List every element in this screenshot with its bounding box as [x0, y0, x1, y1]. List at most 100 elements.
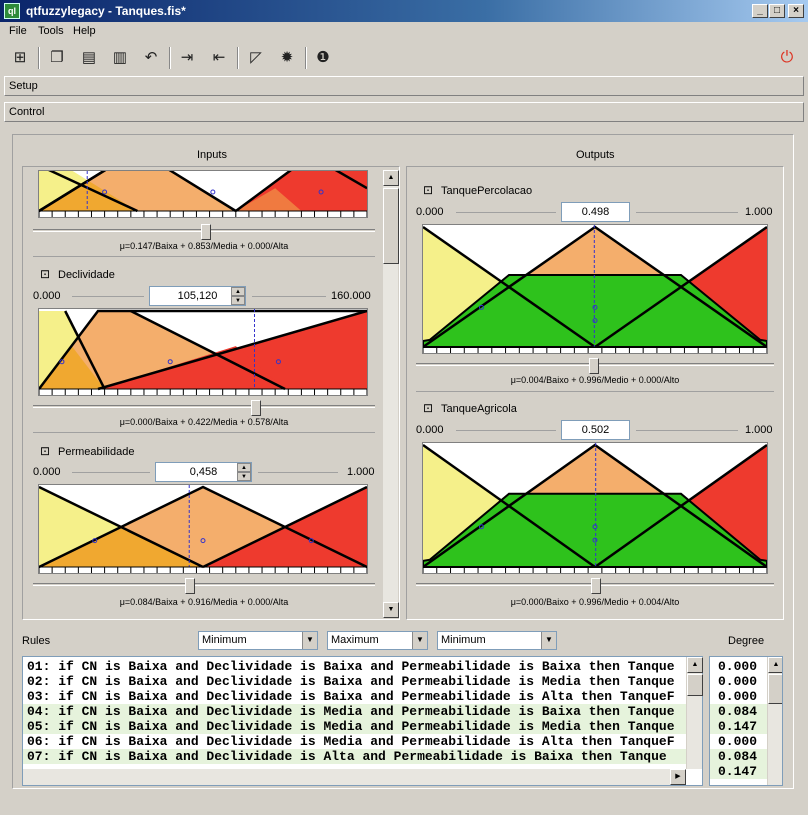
degree-scrollbar[interactable]: ▲	[767, 657, 782, 785]
declividade-set-2	[97, 309, 367, 391]
permeabilidade-slider[interactable]	[33, 578, 375, 594]
minimize-button[interactable]: _	[752, 4, 768, 18]
scroll-up-icon[interactable]: ▲	[383, 170, 399, 186]
rules-list[interactable]: 01: if CN is Baixa and Declividade is Ba…	[22, 656, 703, 786]
declividade-set-0	[39, 309, 367, 390]
declividade-max: 160.000	[331, 290, 371, 302]
setup-section[interactable]: Setup	[4, 76, 804, 96]
tanquepercolacao-slider	[416, 358, 774, 374]
tanqueagricola-set-2	[594, 443, 767, 569]
tanquepercolacao-centroid-2	[592, 318, 598, 324]
tanquepercolacao-membership-text: μ=0.004/Baixo + 0.996/Medio + 0.000/Alto	[510, 375, 680, 385]
close-button[interactable]: ×	[788, 4, 804, 18]
declividade-icon[interactable]: ⊡	[40, 267, 51, 281]
permeabilidade-membership-text: μ=0.084/Baixa + 0.916/Media + 0.000/Alta	[119, 597, 289, 607]
cn-area-4	[235, 188, 302, 211]
menu-file[interactable]: File	[9, 25, 27, 37]
scroll-up-icon[interactable]: ▲	[768, 657, 782, 673]
tanqueagricola-max: 1.000	[745, 424, 773, 436]
undo-icon[interactable]: ↶	[144, 49, 158, 66]
scroll-up-icon[interactable]: ▲	[687, 657, 703, 673]
rule-row[interactable]: 02: if CN is Baixa and Declividade is Ba…	[27, 674, 675, 689]
permeabilidade-set-2	[202, 485, 367, 569]
permeabilidade-label: Permeabilidade	[58, 446, 135, 458]
in-icon[interactable]: ⇥	[180, 49, 194, 66]
declividade-up-icon[interactable]: ▲	[231, 287, 245, 296]
degree-scroll-thumb[interactable]	[768, 674, 782, 704]
and-operator-select[interactable]: Minimum ▼	[198, 631, 318, 650]
degree-value: 0.147	[710, 764, 767, 779]
chevron-down-icon[interactable]: ▼	[412, 632, 427, 649]
tanquepercolacao-min: 0.000	[416, 206, 444, 218]
outputs-header: Outputs	[576, 149, 615, 161]
or-operator-select[interactable]: Maximum ▼	[327, 631, 428, 650]
maximize-button[interactable]: □	[769, 4, 785, 18]
menu-bar: File Tools Help	[0, 22, 808, 40]
tanqueagricola-icon[interactable]: ⊡	[423, 401, 434, 415]
chevron-down-icon[interactable]: ▼	[302, 632, 317, 649]
declividade-slider[interactable]	[33, 400, 375, 416]
cn-centroid-1	[210, 189, 216, 195]
rule-row[interactable]: 01: if CN is Baixa and Declividade is Ba…	[27, 659, 675, 674]
rules-vscrollbar[interactable]: ▲	[686, 657, 703, 769]
out-icon[interactable]: ⇤	[212, 49, 226, 66]
permeabilidade-set-0	[39, 485, 367, 569]
declividade-area-2	[39, 346, 105, 389]
scroll-right-icon[interactable]: ▶	[670, 769, 686, 785]
declividade-area-4	[98, 346, 285, 389]
inputs-header: Inputs	[197, 149, 227, 161]
tanqueagricola-min: 0.000	[416, 424, 444, 436]
implication-value: Minimum	[441, 634, 486, 646]
cn-membership-text: μ=0.147/Baixa + 0.853/Media + 0.000/Alta	[119, 241, 289, 251]
rule-row[interactable]: 04: if CN is Baixa and Declividade is Me…	[23, 704, 687, 719]
edit-icon[interactable]: ◸	[250, 49, 262, 66]
tanqueagricola-centroid-2	[592, 537, 598, 543]
power-icon[interactable]: ⏻	[780, 49, 794, 66]
tanqueagricola-label: TanqueAgricola	[441, 403, 517, 415]
rule-row[interactable]: 03: if CN is Baixa and Declividade is Ba…	[27, 689, 675, 704]
menu-tools[interactable]: Tools	[38, 25, 64, 37]
rule-row[interactable]: 06: if CN is Baixa and Declividade is Me…	[27, 734, 675, 749]
tanqueagricola-membership-chart	[422, 442, 768, 574]
export-icon[interactable]: ▥	[112, 49, 128, 66]
rules-scroll-thumb[interactable]	[687, 674, 703, 696]
menu-help[interactable]: Help	[73, 25, 96, 37]
inputs-scrollbar[interactable]: ▲ ▼	[382, 170, 399, 618]
tanqueagricola-membership-text: μ=0.000/Baixo + 0.996/Medio + 0.004/Alto	[510, 597, 680, 607]
declividade-slider-thumb[interactable]	[251, 400, 262, 416]
declividade-down-icon[interactable]: ▼	[231, 296, 245, 305]
permeabilidade-slider-thumb[interactable]	[185, 578, 196, 594]
declividade-value-input[interactable]: 105,120 ▲ ▼	[149, 286, 246, 306]
scroll-down-icon[interactable]: ▼	[383, 602, 399, 618]
degree-list[interactable]: 0.000 0.000 0.000 0.084 0.147 0.000 0.084 0.147…	[709, 656, 783, 786]
cn-slider[interactable]	[33, 224, 375, 240]
import-icon[interactable]: ▤	[81, 49, 97, 66]
tanqueagricola-set-1	[423, 443, 596, 569]
tanquepercolacao-label: TanquePercolacao	[441, 185, 533, 197]
inputs-scroll-thumb[interactable]	[383, 188, 399, 264]
degree-value: 0.000	[718, 659, 758, 674]
permeabilidade-value: 0,458	[189, 466, 218, 478]
rules-hscrollbar[interactable]: ▶	[23, 769, 686, 785]
open-icon[interactable]: ❐	[50, 49, 64, 66]
new-icon[interactable]: ⊞	[13, 49, 27, 66]
implication-select[interactable]: Minimum ▼	[437, 631, 557, 650]
degree-label: Degree	[728, 635, 765, 647]
gear-icon[interactable]: ✹	[280, 49, 294, 66]
permeabilidade-area-2	[39, 527, 203, 567]
permeabilidade-down-icon[interactable]: ▼	[237, 472, 251, 481]
declividade-centroid-2	[275, 359, 281, 365]
permeabilidade-up-icon[interactable]: ▲	[237, 463, 251, 472]
rule-row[interactable]: 05: if CN is Baixa and Declividade is Me…	[23, 719, 687, 734]
tanquepercolacao-icon[interactable]: ⊡	[423, 183, 434, 197]
info-icon[interactable]: ❶	[316, 49, 330, 66]
rule-row[interactable]: 07: if CN is Baixa and Declividade is Al…	[23, 749, 687, 764]
chevron-down-icon[interactable]: ▼	[541, 632, 556, 649]
permeabilidade-value-input[interactable]: 0,458 ▲ ▼	[155, 462, 252, 482]
tanquepercolacao-set-1	[423, 225, 596, 349]
permeabilidade-icon[interactable]: ⊡	[40, 444, 51, 458]
cn-set-4	[334, 171, 367, 190]
cn-set-3	[235, 171, 292, 213]
cn-slider-thumb[interactable]	[201, 224, 212, 240]
control-section[interactable]: Control	[4, 102, 804, 122]
